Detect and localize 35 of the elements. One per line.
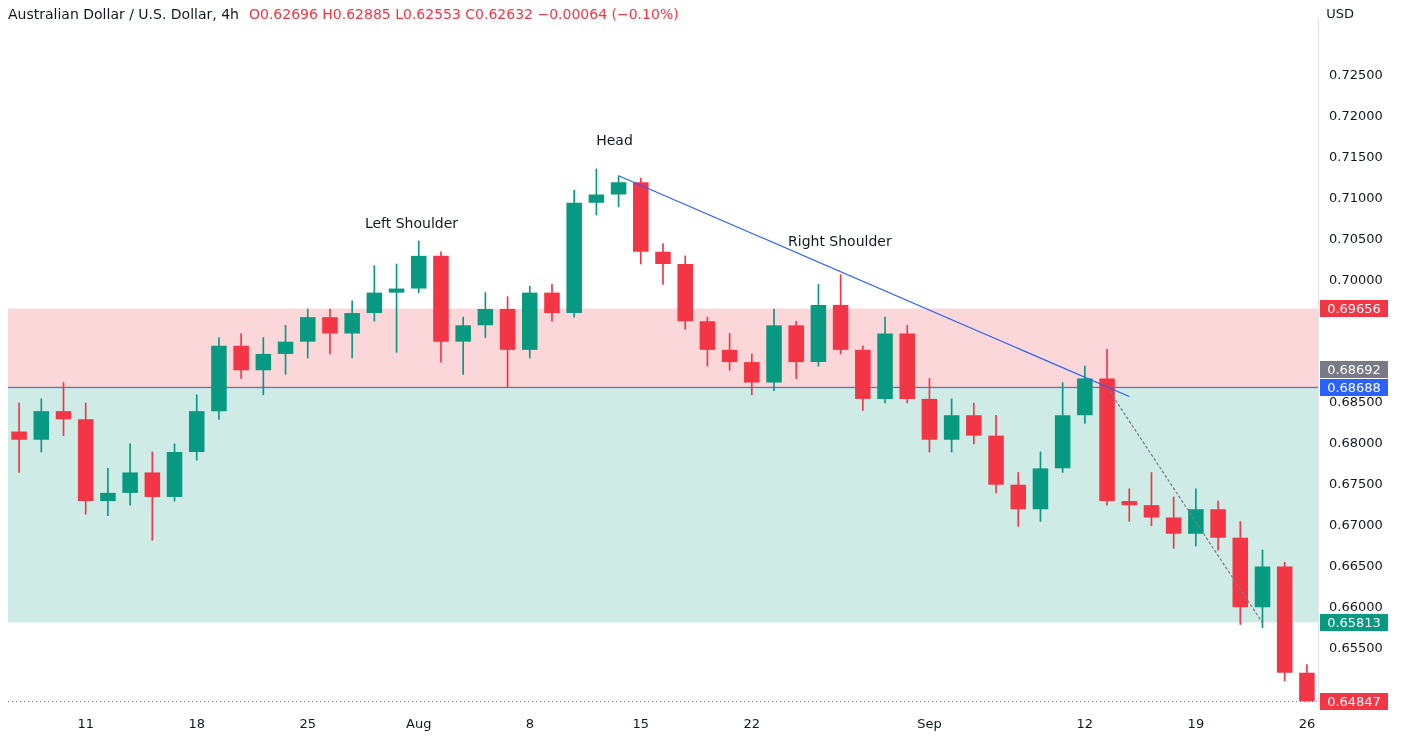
y-tick-label: 0.66000 (1329, 598, 1383, 614)
y-tick-label: 0.72000 (1329, 108, 1383, 124)
y-tick-label: 0.71000 (1329, 190, 1383, 205)
x-tick-label: 26 (1298, 715, 1316, 731)
chart-subtitle: O0.62696 H0.62885 L0.62553 C0.62632 −0.00064 (−0.10%) (248, 6, 679, 22)
x-tick-label: Aug (406, 715, 432, 731)
x-tick-label: 25 (299, 715, 317, 731)
x-tick-label: 11 (77, 715, 94, 731)
x-tick-label: Sep (917, 715, 942, 731)
y-tick-label: 0.67000 (1329, 516, 1383, 532)
x-tick-label: 19 (1187, 715, 1205, 731)
ref-line-label: 0.64847 (1327, 693, 1381, 709)
band-label: 0.65813 (1327, 614, 1381, 630)
band-label: 0.69656 (1327, 300, 1381, 316)
annotation: Head (596, 131, 633, 148)
x-tick-label: 18 (188, 715, 205, 731)
x-tick-label: 8 (525, 715, 534, 731)
ref-line-label: 0.68692 (1327, 361, 1381, 377)
y-tick-label: 0.65500 (1329, 639, 1383, 655)
annotation: Left Shoulder (364, 215, 459, 232)
y-tick-label: 0.70000 (1329, 271, 1383, 287)
chart-title: Australian Dollar / U.S. Dollar, 4h (8, 6, 239, 22)
x-tick-label: 15 (632, 715, 650, 731)
y-tick-label: 0.70500 (1329, 230, 1383, 246)
y-tick-label: 0.67500 (1329, 476, 1383, 492)
y-tick-label: 0.68500 (1329, 394, 1383, 410)
y-tick-label: 0.66500 (1329, 557, 1383, 573)
y-tick-label: 0.72500 (1329, 67, 1383, 83)
y-tick-label: 0.68000 (1329, 435, 1383, 451)
y-axis-title: USD (1326, 6, 1354, 21)
annotation: Right Shoulder (788, 232, 892, 249)
ref-line-label: 0.68688 (1327, 379, 1381, 395)
y-tick-label: 0.71500 (1329, 149, 1383, 165)
x-tick-label: 22 (743, 715, 761, 731)
x-tick-label: 12 (1076, 715, 1094, 731)
